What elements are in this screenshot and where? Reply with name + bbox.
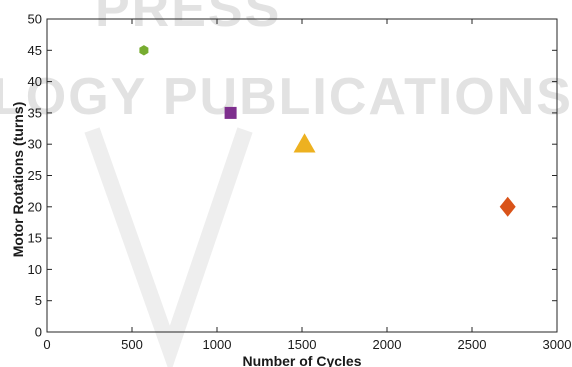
data-point-square — [224, 106, 237, 119]
x-tick-label: 3000 — [543, 337, 572, 352]
y-tick-label: 0 — [35, 325, 42, 340]
data-point-triangle — [293, 133, 316, 153]
x-tick-label: 1500 — [288, 337, 317, 352]
x-tick-label: 500 — [121, 337, 143, 352]
x-tick-label: 1000 — [203, 337, 232, 352]
y-tick-label: 20 — [28, 199, 42, 214]
y-tick-label: 50 — [28, 12, 42, 27]
y-tick-label: 25 — [28, 168, 42, 183]
data-point-hexagram — [139, 45, 149, 56]
y-tick-label: 35 — [28, 105, 42, 120]
x-tick-label: 2000 — [373, 337, 402, 352]
y-tick-label: 30 — [28, 137, 42, 152]
axis-ticks: 0 500 1000 1500 2000 2500 3000 0 5 10 15 20 25 30 35 40… — [28, 12, 572, 353]
data-points — [139, 45, 516, 217]
x-axis-title: Number of Cycles — [242, 353, 361, 367]
y-tick-label: 45 — [28, 43, 42, 58]
watermark-text-mid: LOGY PUBLICATIONS — [0, 68, 572, 126]
watermark-v-shape — [84, 127, 253, 367]
y-tick-label: 5 — [35, 293, 42, 308]
y-axis-title: Motor Rotations (turns) — [10, 102, 26, 258]
x-tick-label: 2500 — [458, 337, 487, 352]
y-tick-label: 15 — [28, 231, 42, 246]
y-tick-label: 10 — [28, 262, 42, 277]
y-tick-label: 40 — [28, 74, 42, 89]
plot-area-frame — [46, 18, 558, 333]
data-point-diamond — [499, 196, 516, 217]
x-tick-label: 0 — [43, 337, 50, 352]
